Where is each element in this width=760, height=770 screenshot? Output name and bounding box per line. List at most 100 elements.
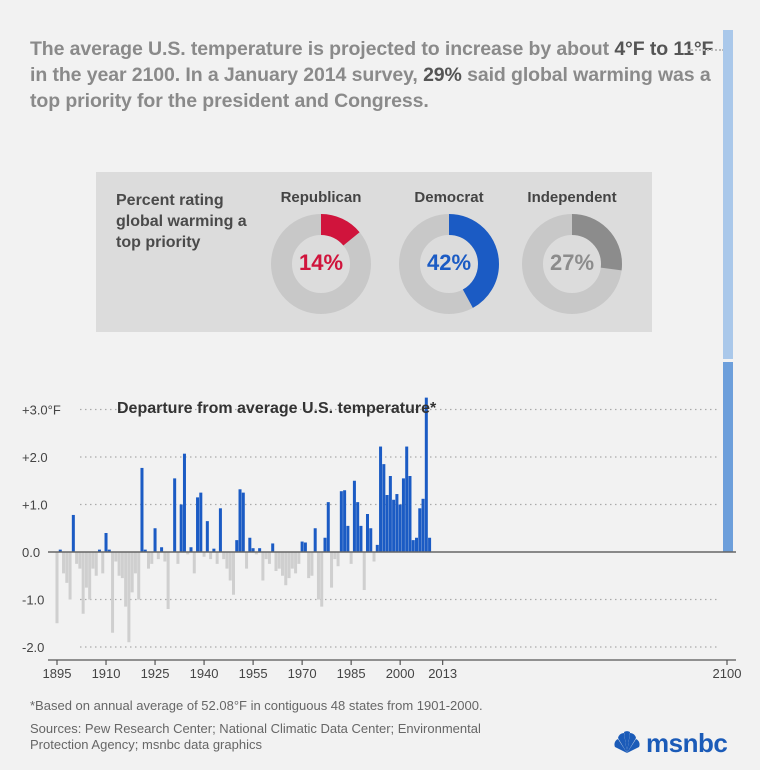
temperature-bar: [424, 397, 428, 552]
sources: Sources: Pew Research Center; National C…: [30, 721, 481, 752]
temperature-bar: [369, 528, 373, 552]
temperature-bar: [75, 552, 79, 564]
temperature-bar: [294, 552, 298, 574]
temperature-bar: [271, 543, 275, 552]
temperature-bar: [349, 552, 353, 564]
temperature-bar: [78, 552, 82, 569]
temperature-bar: [97, 549, 101, 552]
temperature-bar: [68, 552, 72, 600]
percent-label-democrat: 42%: [426, 250, 472, 275]
headline: The average U.S. temperature is projecte…: [30, 36, 720, 114]
temperature-bar: [277, 552, 281, 569]
temperature-bar: [55, 552, 59, 624]
temperature-bar: [65, 552, 69, 583]
temperature-bar: [235, 540, 239, 552]
temperature-bar: [62, 552, 66, 574]
party-name-democrat: Democrat: [414, 189, 484, 206]
temperature-bar: [209, 552, 213, 560]
donut-chart-democrat: [399, 214, 499, 314]
y-tick-label: -2.0: [22, 640, 44, 655]
temperature-bar: [336, 552, 340, 567]
donut-chart-republican: [271, 214, 371, 314]
temperature-bar: [411, 540, 415, 552]
temperature-bar: [316, 552, 320, 600]
temperature-bar: [163, 552, 167, 562]
temperature-bar: [173, 478, 177, 552]
temperature-bar: [160, 547, 164, 552]
chart-title: Departure from average U.S. temperature*: [117, 400, 437, 417]
temperature-bar: [274, 552, 278, 571]
temperature-bar: [182, 453, 186, 552]
donut-democrat: 42%: [399, 214, 499, 314]
temperature-bar: [189, 547, 193, 552]
temperature-bar: [91, 552, 95, 569]
temperature-bar: [127, 552, 131, 643]
peacock-icon: [614, 731, 640, 753]
temperature-bar: [143, 549, 147, 552]
temperature-bar: [343, 490, 347, 552]
temperature-bar: [281, 552, 285, 576]
x-tick-label: 1925: [141, 666, 170, 681]
temperature-bar: [94, 552, 98, 576]
temperature-bar: [186, 552, 190, 555]
x-tick-label: 2000: [386, 666, 415, 681]
temperature-bar: [231, 552, 235, 595]
party-name-republican: Republican: [280, 189, 362, 206]
temperature-bar: [238, 489, 242, 552]
temperature-bar: [196, 497, 200, 552]
headline-text-1: The average U.S. temperature is projecte…: [30, 38, 615, 60]
temperature-bar: [124, 552, 128, 607]
temperature-bar: [284, 552, 288, 586]
percent-label-republican: 14%: [298, 250, 344, 275]
temperature-bar: [215, 552, 219, 564]
temperature-bar-chart: +3.0°F +2.0 +1.0 0.0 -1.0 -2.0 1895 1910 1925 19…: [22, 397, 742, 681]
temperature-bar: [264, 552, 268, 560]
temperature-bar: [388, 476, 392, 552]
temperature-bar: [88, 552, 92, 600]
temperature-bar: [362, 552, 366, 590]
temperature-bar: [359, 525, 363, 552]
temperature-bar: [120, 552, 124, 579]
temperature-bar: [323, 537, 327, 552]
x-tick-label: 1970: [288, 666, 317, 681]
chart-bars: [55, 397, 432, 643]
temperature-bar: [222, 552, 226, 560]
survey-panel: Percent rating global warming a top prio…: [96, 172, 652, 332]
temperature-bar: [261, 552, 265, 581]
survey-title: Percent rating global warming a top prio…: [116, 192, 247, 251]
temperature-bar: [150, 552, 154, 564]
footnote: *Based on annual average of 52.08°F in c…: [30, 698, 483, 713]
donut-arc-independent: [522, 214, 622, 314]
x-tick-label: 2100: [713, 666, 742, 681]
temperature-bar: [395, 494, 399, 552]
temperature-bar: [287, 552, 291, 579]
temperature-bar: [375, 544, 379, 552]
donut-independent: 27%: [522, 214, 622, 314]
x-tick-label: 1985: [337, 666, 366, 681]
y-tick-label: 0.0: [22, 545, 40, 560]
donut-arc-republican: [271, 214, 371, 314]
temperature-bar: [251, 548, 255, 552]
x-tick-label: 1910: [92, 666, 121, 681]
temperature-bar: [228, 552, 232, 581]
temperature-bar: [346, 525, 350, 552]
temperature-bar: [320, 552, 324, 607]
temperature-bar: [166, 552, 170, 609]
temperature-bar: [330, 552, 334, 588]
temperature-bar: [415, 537, 419, 552]
y-tick-label: +3.0°F: [22, 403, 61, 418]
temperature-bar: [405, 446, 409, 552]
temperature-bar: [313, 528, 317, 552]
temperature-bar: [241, 492, 245, 552]
donut-chart-independent: [522, 214, 622, 314]
temperature-bar: [199, 492, 203, 552]
temperature-bar: [372, 552, 376, 562]
temperature-bar: [81, 552, 85, 614]
temperature-bar: [385, 495, 389, 552]
donut-arc-democrat: [399, 214, 499, 314]
temperature-bar: [333, 552, 337, 560]
temperature-bar: [212, 548, 216, 552]
x-tick-label: 1940: [190, 666, 219, 681]
temperature-bar: [245, 552, 249, 569]
temperature-bar: [303, 542, 307, 552]
